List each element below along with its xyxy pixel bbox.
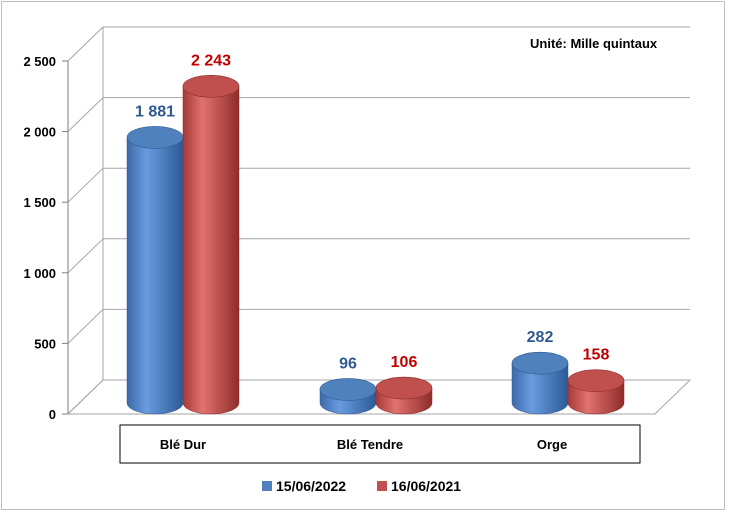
legend-swatch bbox=[262, 481, 272, 491]
bar-top bbox=[375, 376, 433, 400]
x-tick-label: Orge bbox=[537, 437, 567, 452]
gridline-side bbox=[67, 26, 104, 62]
category-box bbox=[119, 424, 641, 464]
legend-label: 15/06/2022 bbox=[276, 478, 346, 494]
bar-body bbox=[126, 137, 184, 415]
legend: 15/06/2022 16/06/2021 bbox=[262, 478, 461, 494]
x-tick-label: Blé Tendre bbox=[337, 437, 403, 452]
y-tick-label: 0 bbox=[49, 407, 56, 422]
gridline-side bbox=[67, 167, 104, 203]
legend-label: 16/06/2021 bbox=[391, 478, 461, 494]
y-tick-label: 2 000 bbox=[23, 125, 56, 140]
bar-body bbox=[182, 86, 240, 415]
bar-1-1 bbox=[375, 376, 433, 415]
bar-top bbox=[126, 126, 184, 149]
y-tick-label: 1 000 bbox=[23, 266, 56, 281]
floor bbox=[66, 379, 692, 415]
gridline-side bbox=[67, 238, 104, 274]
bar-0-0 bbox=[126, 126, 184, 415]
data-labels: 1 881 2 243 96 106 282 158 bbox=[135, 52, 609, 372]
bar-top bbox=[567, 369, 625, 392]
bar-0-1 bbox=[182, 74, 240, 415]
bar-1-0 bbox=[319, 378, 377, 415]
x-tick-label: Blé Dur bbox=[160, 437, 206, 452]
bar-top bbox=[319, 378, 377, 401]
data-label: 2 243 bbox=[191, 52, 231, 69]
gridline-side bbox=[67, 97, 104, 132]
bars bbox=[126, 74, 625, 415]
data-label: 1 881 bbox=[135, 103, 175, 120]
category-labels: Blé Dur Blé Tendre Orge bbox=[160, 437, 567, 452]
bar-2-0 bbox=[511, 351, 569, 415]
y-axis: 0 500 1 000 1 500 2 000 2 500 bbox=[23, 54, 69, 422]
y-tick-label: 500 bbox=[34, 336, 56, 351]
data-label: 282 bbox=[527, 329, 554, 346]
bar-2-1 bbox=[567, 369, 625, 415]
data-label: 96 bbox=[339, 355, 357, 372]
y-tick-label: 1 500 bbox=[23, 195, 56, 210]
unit-note: Unité: Mille quintaux bbox=[530, 36, 658, 51]
legend-swatch bbox=[377, 481, 387, 491]
data-label: 106 bbox=[391, 354, 418, 371]
bar-body bbox=[511, 362, 569, 415]
data-label: 158 bbox=[583, 347, 610, 364]
bar-top bbox=[511, 351, 569, 375]
gridline-side bbox=[67, 309, 104, 344]
bar-top bbox=[182, 74, 240, 98]
y-tick-label: 2 500 bbox=[23, 54, 56, 69]
